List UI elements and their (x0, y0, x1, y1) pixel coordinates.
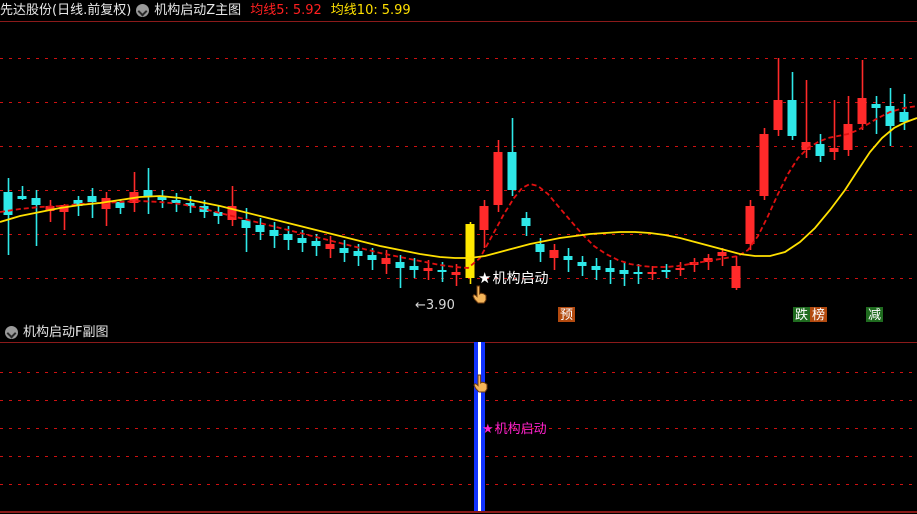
gridline (0, 456, 917, 457)
main-chart-pane[interactable] (0, 21, 917, 322)
candle (703, 254, 713, 270)
candle (185, 196, 195, 213)
stock-title[interactable]: 先达股份(日线.前复权) (0, 3, 132, 18)
gridline (0, 102, 917, 103)
hand-cursor-icon (473, 374, 488, 393)
gridline (0, 428, 917, 429)
candle (17, 186, 27, 200)
sub-signal-label: 机构启动 (494, 422, 547, 437)
candle (829, 100, 839, 160)
candle (143, 168, 153, 214)
candle (661, 264, 671, 278)
main-signal-label: 机构启动 (492, 270, 549, 287)
candle (213, 205, 223, 224)
candle (409, 258, 419, 278)
sub-chart-header: 机构启动F副图 (0, 322, 917, 343)
candle (675, 262, 685, 276)
gridline (0, 278, 917, 279)
candle (493, 140, 503, 212)
candle (759, 128, 769, 200)
status-badge[interactable]: 跌 (793, 307, 811, 324)
candle (59, 204, 69, 230)
signal-bar-inner (478, 342, 481, 511)
candle (577, 256, 587, 276)
ma10-value: 5.99 (381, 3, 411, 18)
candle (31, 190, 41, 246)
sub-chart-bottom-rule (0, 511, 917, 513)
candle (605, 260, 615, 284)
hand-cursor-icon (472, 285, 487, 304)
candle (717, 248, 727, 266)
ma-line-red-dashed (0, 105, 917, 269)
ma5-label: 均线5: (250, 3, 289, 18)
chevron-down-circle-icon[interactable] (5, 325, 18, 339)
candle (647, 266, 657, 280)
candle (339, 240, 349, 262)
candle (745, 200, 755, 250)
candle (129, 172, 139, 212)
candle (801, 80, 811, 158)
candle (395, 255, 405, 288)
star-icon: ★ (482, 422, 494, 437)
status-badge[interactable]: 预 (558, 307, 576, 324)
ma5-value: 5.92 (292, 3, 322, 18)
main-chart-header: 先达股份(日线.前复权) 机构启动Z主图 均线5: 5.92 均线10: 5.9… (0, 0, 917, 22)
candle (689, 258, 699, 272)
candle (227, 186, 237, 226)
candle (157, 190, 167, 208)
candle (241, 208, 251, 252)
ma10-label: 均线10: (330, 3, 378, 18)
candle (101, 192, 111, 226)
candle (619, 262, 629, 286)
main-indicator-name[interactable]: 机构启动Z主图 (154, 3, 242, 18)
candle (857, 60, 867, 130)
gridline (0, 190, 917, 191)
candle (787, 72, 797, 140)
status-badge[interactable]: 减 (866, 307, 884, 324)
main-signal-marker: ★ 机构启动 (478, 271, 548, 286)
sub-signal-marker: ★ 机构启动 (482, 423, 547, 436)
candle (45, 200, 55, 222)
candle (885, 88, 895, 146)
candle (171, 193, 181, 212)
candle (871, 96, 881, 134)
gridline (0, 372, 917, 373)
candle (591, 258, 601, 280)
candle (843, 96, 853, 156)
candle (269, 222, 279, 248)
candle (325, 236, 335, 258)
star-icon: ★ (478, 269, 492, 287)
price-callout: ←3.90 (415, 298, 455, 313)
main-candlestick-plot (0, 58, 917, 290)
sub-indicator-plot (474, 342, 485, 511)
status-badge[interactable]: 榜 (810, 307, 828, 324)
gridline (0, 234, 917, 235)
candle (731, 256, 741, 290)
candle (815, 134, 825, 162)
candle (549, 244, 559, 270)
candle (563, 248, 573, 272)
sub-indicator-name[interactable]: 机构启动F副图 (23, 324, 109, 340)
candle (899, 94, 909, 130)
candle (255, 218, 265, 240)
ma-line-yellow (0, 117, 917, 259)
gridline (0, 58, 917, 59)
gridline (0, 484, 917, 485)
chevron-down-circle-icon[interactable] (136, 4, 150, 17)
gridline (0, 146, 917, 147)
candle (521, 212, 531, 236)
candle (773, 58, 783, 136)
candle (507, 118, 517, 196)
candle (465, 222, 475, 284)
gridline (0, 400, 917, 401)
candle (479, 200, 489, 248)
candle (633, 264, 643, 284)
sub-chart-pane[interactable] (0, 342, 917, 512)
candle (3, 178, 13, 255)
